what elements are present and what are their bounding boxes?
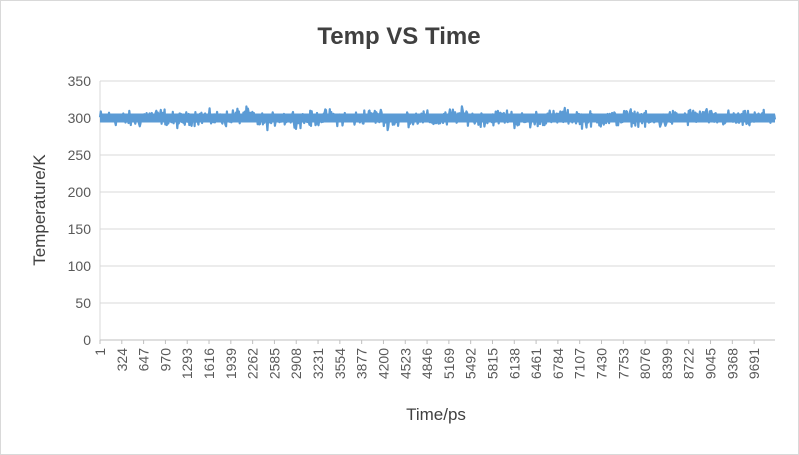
x-tick-label: 5815 xyxy=(484,348,500,379)
x-axis-title: Time/ps xyxy=(406,405,466,424)
x-tick-label: 647 xyxy=(136,348,152,372)
x-tick-label: 1939 xyxy=(223,348,239,379)
x-tick-label: 6461 xyxy=(528,348,544,379)
x-tick-label: 5169 xyxy=(441,348,457,379)
x-tick-label: 3231 xyxy=(310,348,326,379)
x-tick-label: 2908 xyxy=(288,348,304,379)
y-tick-label: 100 xyxy=(68,258,92,274)
tick-labels: 0 50 100 150 200 250 300 350 1 324 647 970 1293 1616 1… xyxy=(68,73,762,379)
x-tick-label: 3877 xyxy=(354,348,370,379)
y-tick-label: 250 xyxy=(68,147,92,163)
x-tick-label: 9691 xyxy=(746,348,762,379)
x-tick-label: 1293 xyxy=(179,348,195,379)
x-tick-label: 4846 xyxy=(419,348,435,379)
x-tick-label: 7107 xyxy=(572,348,588,379)
x-tick-label: 1616 xyxy=(201,348,217,379)
y-tick-label: 200 xyxy=(68,184,92,200)
x-tick-label: 8076 xyxy=(637,348,653,379)
y-tick-label: 0 xyxy=(83,332,91,348)
x-tick-label: 9045 xyxy=(703,348,719,379)
x-tick-label: 6784 xyxy=(550,348,566,379)
y-tick-label: 50 xyxy=(75,295,91,311)
y-axis-title: Temperature/K xyxy=(30,154,49,266)
chart-title: Temp VS Time xyxy=(317,23,480,50)
x-tick-label: 2585 xyxy=(266,348,282,379)
x-tick-label: 1 xyxy=(92,348,108,356)
x-tick-label: 9368 xyxy=(724,348,740,379)
axes xyxy=(99,81,775,344)
y-tick-label: 300 xyxy=(68,110,92,126)
x-tick-label: 3554 xyxy=(332,348,348,379)
x-tick-label: 6138 xyxy=(506,348,522,379)
x-tick-label: 4200 xyxy=(375,348,391,379)
series-layer xyxy=(98,105,777,132)
y-tick-label: 350 xyxy=(68,73,92,89)
x-tick-label: 4523 xyxy=(397,348,413,379)
x-tick-label: 324 xyxy=(114,348,130,372)
x-tick-label: 7430 xyxy=(594,348,610,379)
x-tick-label: 8722 xyxy=(681,348,697,379)
y-tick-label: 150 xyxy=(68,221,92,237)
x-tick-label: 5492 xyxy=(463,348,479,379)
x-tick-label: 7753 xyxy=(615,348,631,379)
x-tick-label: 970 xyxy=(157,348,173,372)
x-tick-label: 8399 xyxy=(659,348,675,379)
x-tick-label: 2262 xyxy=(245,348,261,379)
